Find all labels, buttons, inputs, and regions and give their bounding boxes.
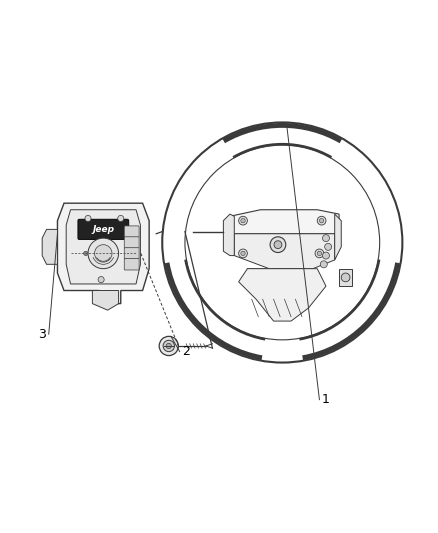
FancyBboxPatch shape <box>124 248 139 259</box>
Text: Jeep: Jeep <box>92 225 114 234</box>
Polygon shape <box>57 203 149 304</box>
Circle shape <box>118 215 124 222</box>
Circle shape <box>163 340 174 352</box>
Circle shape <box>317 251 321 256</box>
Circle shape <box>166 343 171 349</box>
Circle shape <box>85 215 91 222</box>
Circle shape <box>322 235 329 241</box>
Circle shape <box>270 237 286 253</box>
Circle shape <box>95 245 112 262</box>
Circle shape <box>322 252 329 259</box>
FancyBboxPatch shape <box>124 237 139 248</box>
Polygon shape <box>92 290 119 310</box>
Polygon shape <box>247 269 308 295</box>
Circle shape <box>274 241 282 248</box>
Text: 2: 2 <box>182 345 190 358</box>
Circle shape <box>88 238 119 269</box>
FancyBboxPatch shape <box>78 220 129 239</box>
Circle shape <box>325 244 332 251</box>
Circle shape <box>241 251 245 256</box>
Circle shape <box>341 273 350 282</box>
Text: 1: 1 <box>321 393 329 406</box>
Polygon shape <box>335 214 341 260</box>
Polygon shape <box>66 210 141 284</box>
Polygon shape <box>339 269 352 286</box>
Text: 3: 3 <box>38 328 46 341</box>
Polygon shape <box>230 210 339 234</box>
Circle shape <box>159 336 178 356</box>
Circle shape <box>319 219 324 223</box>
Polygon shape <box>239 269 326 321</box>
Circle shape <box>239 249 247 258</box>
Circle shape <box>317 216 326 225</box>
Polygon shape <box>223 214 234 256</box>
Circle shape <box>241 219 245 223</box>
Circle shape <box>98 277 104 282</box>
FancyBboxPatch shape <box>124 259 139 270</box>
Circle shape <box>84 251 88 256</box>
Polygon shape <box>234 234 335 269</box>
FancyBboxPatch shape <box>124 226 139 237</box>
Circle shape <box>239 216 247 225</box>
Circle shape <box>320 261 327 268</box>
Circle shape <box>315 249 324 258</box>
Polygon shape <box>42 229 57 264</box>
